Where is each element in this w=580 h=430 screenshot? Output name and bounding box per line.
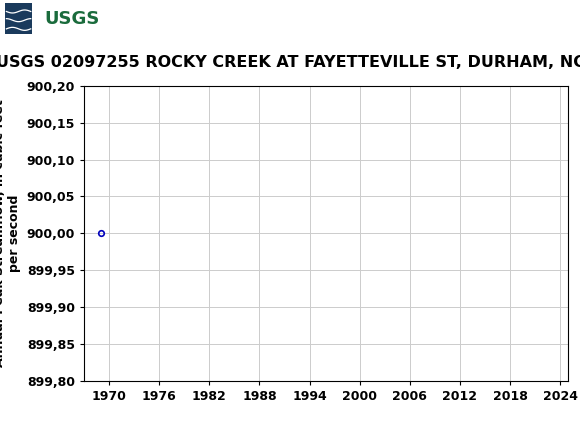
Y-axis label: Annual Peak Streamflow, in cubic feet
per second: Annual Peak Streamflow, in cubic feet pe…	[0, 99, 21, 367]
Text: USGS 02097255 ROCKY CREEK AT FAYETTEVILLE ST, DURHAM, NC: USGS 02097255 ROCKY CREEK AT FAYETTEVILL…	[0, 55, 580, 71]
FancyBboxPatch shape	[5, 3, 106, 34]
FancyBboxPatch shape	[5, 3, 32, 34]
Text: USGS: USGS	[45, 10, 100, 28]
